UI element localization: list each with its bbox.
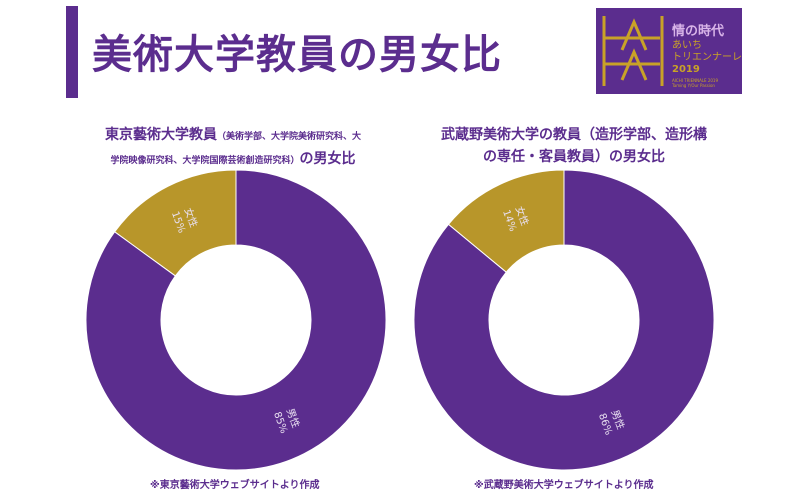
title-accent-bar [66, 6, 78, 98]
chart-2-footnote: ※武蔵野美術大学ウェブサイトより作成 [474, 480, 654, 491]
chart-1-title-note-2: 学院映像研究科、大学院国際芸術創造研究科） [110, 156, 300, 166]
logo-year: 2019 [672, 64, 700, 75]
chart-2-title-line2: の専任・客員教員）の男女比 [483, 149, 665, 165]
chart-1-title: 東京藝術大学教員（美術学部、大学院美術研究科、大 学院映像研究科、大学院国際芸術… [68, 124, 398, 172]
chart-1-title-main: 東京藝術大学教員 [104, 127, 217, 143]
chart-2-title-line1: 武蔵野美術大学の教員（造形学部、造形構 [441, 127, 707, 143]
aichi-triennale-logo: 情の時代 あいち トリエンナーレ 2019 AICHI TRIENNALE 20… [596, 8, 742, 94]
logo-tagline-line1: AICHI TRIENNALE 2019 [672, 78, 719, 83]
donut-slice-male [86, 170, 386, 470]
logo-tagline: AICHI TRIENNALE 2019 Taming Y/Our Passio… [672, 78, 718, 88]
chart-2-title: 武蔵野美術大学の教員（造形学部、造形構 の専任・客員教員）の男女比 [406, 124, 742, 168]
donut-slice-male [414, 170, 714, 470]
logo-mark-icon [602, 16, 664, 86]
logo-subtitle: あいち トリエンナーレ [672, 40, 742, 64]
chart-1-footnote: ※東京藝術大学ウェブサイトより作成 [150, 480, 320, 491]
chart-1-title-suffix: の男女比 [299, 151, 356, 167]
logo-subtitle-line2: トリエンナーレ [672, 52, 742, 63]
logo-tagline-line2: Taming Y/Our Passion [672, 83, 715, 88]
logo-title: 情の時代 [672, 24, 725, 39]
chart-1-title-note-1: （美術学部、大学院美術研究科、大 [216, 132, 361, 142]
logo-subtitle-line1: あいち [672, 40, 702, 51]
slide-title: 美術大学教員の男女比 [92, 32, 502, 78]
